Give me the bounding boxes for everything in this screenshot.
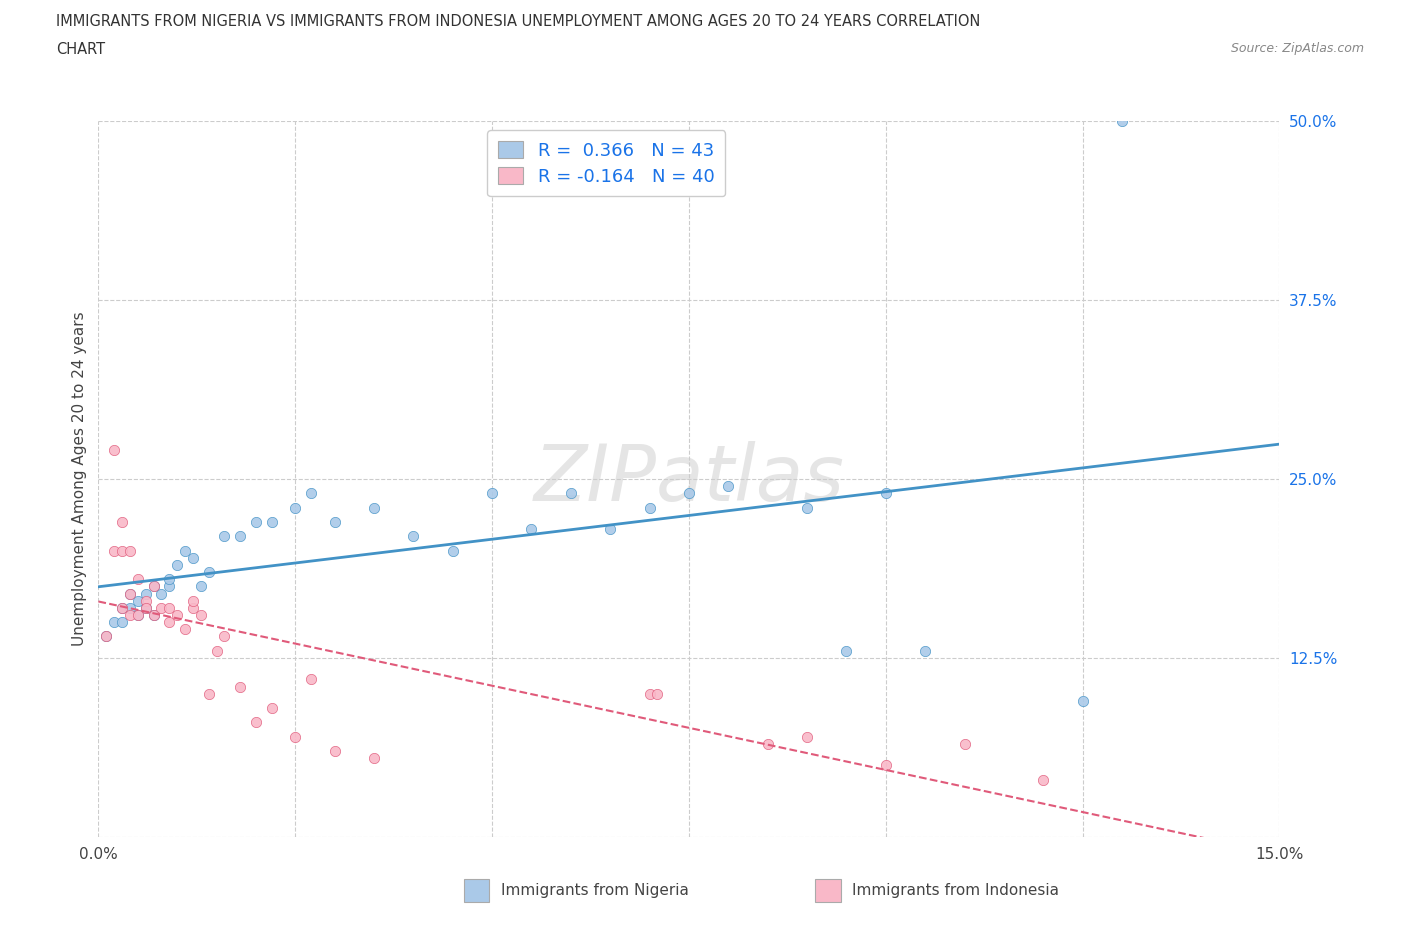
Point (229, 529, 252, 544)
Point (190, 578, 212, 594)
Point (111, 514, 134, 529)
Point (111, 601, 134, 616)
Point (299, 485, 322, 500)
Point (190, 607, 212, 622)
Point (245, 514, 267, 529)
Text: IMMIGRANTS FROM NIGERIA VS IMMIGRANTS FROM INDONESIA UNEMPLOYMENT AMONG AGES 20 : IMMIGRANTS FROM NIGERIA VS IMMIGRANTS FR… (56, 14, 980, 29)
Point (599, 522, 621, 537)
Point (142, 607, 165, 622)
Point (150, 586, 173, 601)
Point (1032, 772, 1054, 787)
Text: Immigrants from Indonesia: Immigrants from Indonesia (852, 883, 1059, 898)
Text: CHART: CHART (56, 42, 105, 57)
Point (127, 607, 149, 622)
Point (157, 578, 180, 594)
Point (197, 686, 219, 701)
Point (135, 601, 157, 616)
Point (181, 601, 204, 616)
Point (875, 485, 897, 500)
Point (796, 729, 818, 744)
Point (174, 543, 197, 558)
Point (205, 644, 228, 658)
Point (214, 529, 236, 544)
Point (157, 572, 180, 587)
Point (118, 586, 141, 601)
Point (118, 586, 141, 601)
Point (111, 543, 134, 558)
Point (96, 629, 118, 644)
Text: Immigrants from Nigeria: Immigrants from Nigeria (501, 883, 689, 898)
Y-axis label: Unemployment Among Ages 20 to 24 years: Unemployment Among Ages 20 to 24 years (72, 312, 87, 646)
Point (284, 500, 307, 515)
Point (127, 607, 149, 622)
Point (127, 572, 149, 587)
Point (363, 751, 385, 765)
Point (1071, 694, 1094, 709)
Point (363, 500, 385, 515)
Point (181, 593, 204, 608)
Point (142, 607, 165, 622)
Point (103, 443, 125, 458)
Point (245, 715, 267, 730)
Point (647, 686, 669, 701)
Point (441, 543, 464, 558)
Point (260, 514, 283, 529)
Point (118, 543, 141, 558)
Point (756, 737, 779, 751)
Point (135, 586, 157, 601)
Point (166, 557, 188, 572)
Point (520, 522, 543, 537)
Point (118, 601, 141, 616)
Point (197, 565, 219, 579)
Point (118, 607, 141, 622)
Point (214, 629, 236, 644)
Point (135, 593, 157, 608)
Text: Source: ZipAtlas.com: Source: ZipAtlas.com (1230, 42, 1364, 55)
Point (135, 601, 157, 616)
Point (127, 593, 149, 608)
Point (284, 729, 307, 744)
Point (299, 672, 322, 687)
Point (150, 601, 173, 616)
Point (142, 578, 165, 594)
Point (181, 551, 204, 565)
Point (111, 601, 134, 616)
Point (103, 615, 125, 630)
Point (103, 543, 125, 558)
Point (638, 686, 661, 701)
Point (142, 578, 165, 594)
Point (875, 758, 897, 773)
Point (835, 644, 858, 658)
Point (914, 644, 936, 658)
Point (796, 500, 818, 515)
Point (323, 744, 346, 759)
Point (953, 737, 976, 751)
Point (402, 529, 425, 544)
Point (1111, 113, 1133, 128)
Point (481, 485, 503, 500)
Point (111, 615, 134, 630)
Point (157, 601, 180, 616)
Point (678, 485, 700, 500)
Point (323, 514, 346, 529)
Point (174, 622, 197, 637)
Point (260, 700, 283, 715)
Point (638, 500, 661, 515)
Point (717, 479, 740, 494)
Point (229, 679, 252, 694)
Point (157, 615, 180, 630)
Legend: R =  0.366   N = 43, R = -0.164   N = 40: R = 0.366 N = 43, R = -0.164 N = 40 (488, 130, 725, 196)
Point (166, 607, 188, 622)
Point (96, 629, 118, 644)
Point (560, 485, 582, 500)
Text: ZIPatlas: ZIPatlas (533, 441, 845, 517)
